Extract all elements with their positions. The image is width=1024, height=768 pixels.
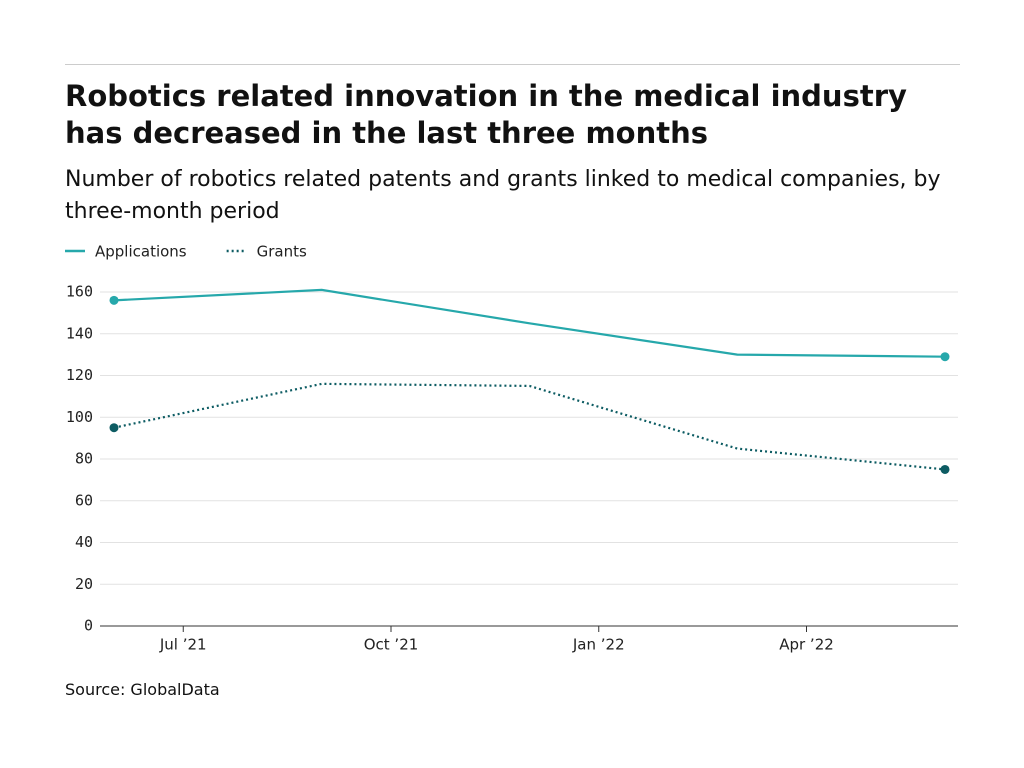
end-dot bbox=[940, 352, 950, 362]
end-dot bbox=[109, 295, 119, 305]
top-rule bbox=[65, 64, 960, 65]
y-tick-label: 20 bbox=[75, 575, 93, 593]
legend-label: Applications bbox=[95, 243, 187, 261]
y-tick-label: 80 bbox=[75, 450, 93, 468]
end-dot bbox=[109, 423, 119, 433]
x-tick-label: Jul ’21 bbox=[159, 636, 207, 654]
x-tick-label: Jan ’22 bbox=[572, 636, 625, 654]
y-tick-label: 120 bbox=[66, 366, 93, 384]
series-line bbox=[113, 288, 946, 358]
series-line bbox=[113, 382, 946, 471]
chart-title: Robotics related innovation in the medic… bbox=[65, 79, 907, 150]
x-tick-label: Apr ’22 bbox=[779, 636, 834, 654]
y-tick-label: 160 bbox=[66, 283, 93, 301]
y-tick-label: 100 bbox=[66, 408, 93, 426]
y-tick-label: 140 bbox=[66, 324, 93, 342]
y-tick-label: 60 bbox=[75, 491, 93, 509]
source: Source: GlobalData bbox=[65, 680, 220, 699]
legend-label: Grants bbox=[257, 243, 307, 261]
x-tick-label: Oct ’21 bbox=[364, 636, 419, 654]
chart-subtitle: Number of robotics related patents and g… bbox=[65, 167, 941, 224]
y-tick-label: 0 bbox=[84, 617, 93, 635]
end-dot bbox=[940, 464, 950, 474]
y-tick-label: 40 bbox=[75, 533, 93, 551]
